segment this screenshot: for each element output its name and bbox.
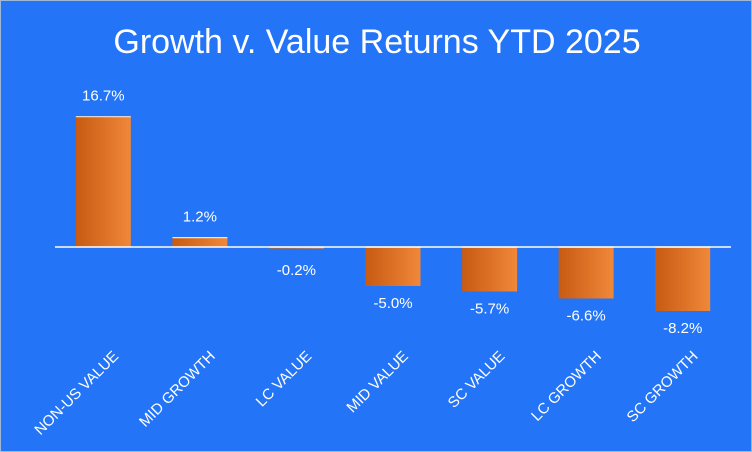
- data-label-6: -8.2%: [663, 320, 702, 337]
- chart-title: Growth v. Value Returns YTD 2025: [113, 23, 641, 61]
- category-label-1: MID GROWTH: [136, 348, 219, 431]
- category-label-0: NON-US VALUE: [31, 348, 122, 439]
- category-label-4: SC VALUE: [445, 348, 509, 412]
- bar-0: [75, 116, 131, 247]
- category-label-3: MID VALUE: [343, 348, 411, 416]
- category-label-2: LC VALUE: [253, 348, 316, 411]
- bar-4: [462, 247, 518, 292]
- bar-3: [365, 247, 421, 286]
- bar-1: [172, 237, 228, 247]
- data-label-2: -0.2%: [277, 262, 316, 279]
- data-label-3: -5.0%: [373, 295, 412, 312]
- bar-5: [558, 247, 614, 299]
- category-label-5: LC GROWTH: [528, 348, 605, 425]
- data-label-0: 16.7%: [82, 88, 125, 105]
- data-label-5: -6.6%: [567, 308, 606, 325]
- category-label-6: SC GROWTH: [624, 348, 702, 426]
- bar-2: [268, 247, 324, 249]
- data-label-4: -5.7%: [470, 301, 509, 318]
- bar-6: [655, 247, 711, 311]
- data-label-1: 1.2%: [183, 209, 217, 226]
